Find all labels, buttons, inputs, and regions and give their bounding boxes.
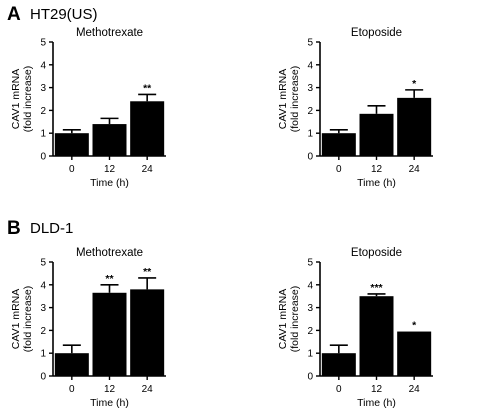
bar — [92, 292, 127, 376]
y-tick-label: 3 — [307, 303, 313, 314]
x-axis-label: Time (h) — [357, 397, 396, 409]
bar — [397, 331, 432, 376]
y-tick-label: 3 — [40, 303, 46, 314]
x-tick-label: 12 — [104, 164, 116, 175]
bar — [321, 353, 356, 376]
bar — [130, 289, 165, 376]
x-tick-label: 12 — [371, 384, 383, 395]
x-tick-label: 0 — [69, 164, 75, 175]
bar — [397, 97, 432, 156]
panel-letter: B — [7, 218, 21, 239]
x-axis-label: Time (h) — [90, 397, 129, 409]
x-tick-label: 12 — [371, 164, 383, 175]
x-tick-label: 24 — [142, 384, 154, 395]
chart-title: Etoposide — [351, 27, 402, 39]
y-tick-label: 1 — [40, 129, 46, 140]
y-tick-label: 3 — [40, 83, 46, 94]
x-tick-label: 24 — [409, 384, 421, 395]
y-tick-label: 4 — [307, 60, 313, 71]
y-axis-label: CAV1 mRNA — [277, 289, 289, 349]
y-tick-label: 5 — [40, 38, 46, 49]
y-tick-label: 0 — [307, 152, 313, 163]
panel-cell-line: HT29(US) — [30, 6, 98, 23]
bar — [54, 133, 89, 156]
y-tick-label: 3 — [307, 83, 313, 94]
panel-cell-line: DLD-1 — [30, 220, 73, 237]
y-tick-label: 4 — [307, 280, 313, 291]
x-axis-label: Time (h) — [90, 177, 129, 189]
y-tick-label: 2 — [40, 106, 46, 117]
y-axis-label: (fold increase) — [289, 286, 301, 353]
significance-label: ** — [143, 82, 152, 94]
x-axis-label: Time (h) — [357, 177, 396, 189]
chart-title: Etoposide — [351, 247, 402, 259]
y-tick-label: 4 — [40, 280, 46, 291]
y-tick-label: 2 — [307, 326, 313, 337]
bar — [92, 124, 127, 156]
x-tick-label: 24 — [409, 164, 421, 175]
y-tick-label: 0 — [40, 152, 46, 163]
y-tick-label: 2 — [307, 106, 313, 117]
y-tick-label: 5 — [307, 38, 313, 49]
bar — [54, 353, 89, 376]
y-axis-label: (fold increase) — [22, 286, 34, 353]
significance-label: * — [412, 78, 417, 90]
y-tick-label: 5 — [40, 258, 46, 269]
chart-title: Methotrexate — [76, 247, 143, 259]
significance-label: * — [412, 320, 417, 332]
x-tick-label: 12 — [104, 384, 116, 395]
y-tick-label: 5 — [307, 258, 313, 269]
y-axis-label: CAV1 mRNA — [10, 289, 22, 349]
significance-label: ** — [105, 273, 114, 285]
y-tick-label: 4 — [40, 60, 46, 71]
bar — [130, 101, 165, 156]
x-tick-label: 0 — [336, 164, 342, 175]
y-axis-label: (fold increase) — [289, 66, 301, 133]
bar — [359, 113, 394, 156]
y-tick-label: 1 — [307, 129, 313, 140]
y-tick-label: 0 — [307, 372, 313, 383]
bar — [321, 133, 356, 156]
significance-label: *** — [370, 282, 383, 294]
significance-label: ** — [143, 266, 152, 278]
x-tick-label: 0 — [336, 384, 342, 395]
y-axis-label: (fold increase) — [22, 66, 34, 133]
x-tick-label: 0 — [69, 384, 75, 395]
y-tick-label: 0 — [40, 372, 46, 383]
y-axis-label: CAV1 mRNA — [10, 69, 22, 129]
y-axis-label: CAV1 mRNA — [277, 69, 289, 129]
y-tick-label: 1 — [307, 349, 313, 360]
panel-letter: A — [7, 4, 21, 25]
y-tick-label: 1 — [40, 349, 46, 360]
x-tick-label: 24 — [142, 164, 154, 175]
chart-title: Methotrexate — [76, 27, 143, 39]
y-tick-label: 2 — [40, 326, 46, 337]
bar — [359, 296, 394, 376]
